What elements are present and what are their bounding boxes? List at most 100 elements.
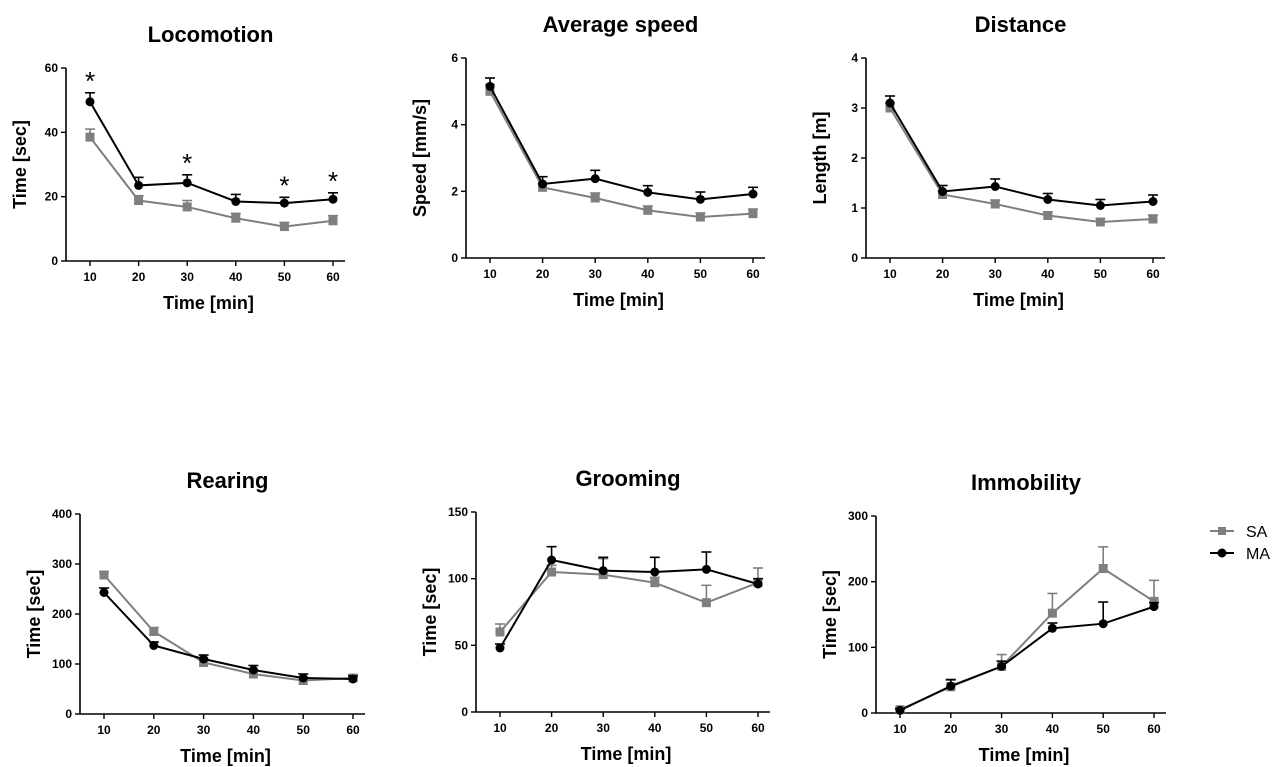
x-tick-label: 50 [1097, 722, 1111, 736]
y-axis-label: Time [sec] [24, 570, 44, 659]
significance-asterisk: * [182, 148, 192, 178]
data-point-ma [695, 194, 705, 204]
data-point-ma [248, 665, 258, 675]
data-point-sa [885, 103, 895, 113]
data-point-ma [182, 178, 192, 188]
x-tick-label: 10 [483, 267, 497, 281]
y-axis-label: Time [sec] [10, 120, 30, 209]
series-line-sa [489, 90, 754, 219]
data-point-ma [650, 567, 660, 577]
significance-asterisk: * [85, 66, 95, 96]
x-tick-label: 50 [700, 721, 714, 735]
y-tick-label: 0 [451, 251, 458, 265]
data-point-sa [748, 209, 758, 219]
data-point-ma [495, 643, 505, 653]
y-tick-label: 6 [451, 51, 458, 65]
data-point-sa [85, 132, 95, 142]
series-line-ma [103, 591, 354, 680]
data-point-ma [1047, 623, 1057, 633]
chart-title: Grooming [575, 466, 680, 491]
y-tick-label: 400 [52, 507, 72, 521]
y-tick-label: 4 [851, 51, 858, 65]
x-axis-label: Time [min] [581, 744, 672, 764]
data-point-sa [485, 86, 495, 96]
data-point-ma [895, 705, 905, 715]
x-tick-label: 20 [944, 722, 958, 736]
data-point-ma [328, 194, 338, 204]
data-point-sa [279, 222, 289, 232]
y-tick-label: 1 [851, 201, 858, 215]
data-point-sa [643, 205, 653, 215]
chart-title: Distance [975, 12, 1067, 37]
legend-sa-square-marker [1218, 527, 1226, 535]
series-line-sa [103, 574, 354, 682]
data-point-sa [149, 627, 159, 636]
data-point-sa [99, 570, 109, 580]
data-point-ma [946, 681, 956, 691]
data-point-sa [1149, 596, 1159, 606]
x-axis-label: Time [min] [573, 290, 664, 310]
data-point-sa [650, 578, 660, 588]
data-point-ma [547, 555, 557, 565]
x-tick-label: 30 [995, 722, 1009, 736]
panel-immobility: Immobility 0 100 200 300 10 20 30 40 50 60 Time [mi… [820, 470, 1166, 765]
x-tick-label: 60 [751, 721, 765, 735]
chart-title: Rearing [187, 468, 269, 493]
data-point-sa [328, 216, 338, 226]
y-tick-label: 100 [52, 657, 72, 671]
x-tick-label: 60 [1147, 722, 1161, 736]
y-tick-label: 2 [851, 151, 858, 165]
x-tick-label: 20 [545, 721, 559, 735]
series-line-sa [499, 570, 759, 633]
legend-item-sa: SA [1210, 524, 1268, 541]
y-tick-label: 200 [52, 607, 72, 621]
legend-sa-label: SA [1246, 524, 1268, 541]
x-tick-label: 10 [883, 267, 897, 281]
data-point-sa [1047, 608, 1057, 618]
x-axis-label: Time [min] [180, 746, 271, 766]
data-point-ma [701, 564, 711, 574]
data-point-sa [1043, 211, 1053, 220]
y-tick-label: 4 [451, 118, 458, 132]
y-tick-label: 3 [851, 101, 858, 115]
x-axis-label: Time [min] [979, 745, 1070, 765]
x-tick-label: 40 [1046, 722, 1060, 736]
chart-title: Locomotion [148, 22, 274, 47]
y-axis-label: Length [m] [810, 112, 830, 205]
series-ma [485, 77, 758, 204]
x-tick-label: 20 [536, 267, 550, 281]
data-point-ma [1043, 195, 1053, 204]
data-point-ma [231, 196, 241, 206]
series-line-sa [899, 567, 1155, 711]
y-tick-label: 0 [861, 706, 868, 720]
data-point-ma [748, 189, 758, 199]
y-tick-label: 100 [448, 572, 468, 586]
x-tick-label: 60 [326, 270, 340, 284]
legend: SA MA [1210, 524, 1270, 563]
series-ma [85, 91, 338, 208]
x-tick-label: 40 [648, 721, 662, 735]
data-point-ma [598, 566, 608, 576]
y-tick-label: 100 [848, 640, 868, 654]
series-ma [99, 587, 358, 684]
x-tick-label: 40 [247, 723, 261, 737]
data-point-ma [149, 641, 159, 650]
data-point-sa [1098, 564, 1108, 574]
series-line-ma [889, 102, 1154, 207]
series-line-ma [499, 558, 759, 649]
panel-rearing: Rearing 0 100 200 300 400 10 20 30 40 50 60 Time [mi… [24, 468, 365, 766]
panel-average-speed: Average speed 0 2 4 6 10 20 30 40 50 60 Time [min] S… [410, 12, 765, 310]
series-sa [85, 128, 338, 232]
x-tick-label: 20 [147, 723, 161, 737]
legend-ma-circle-marker [1217, 548, 1227, 558]
x-tick-label: 30 [181, 270, 195, 284]
x-tick-label: 60 [346, 723, 360, 737]
data-point-ma [990, 182, 1000, 191]
series-ma [495, 545, 763, 653]
data-point-sa [547, 567, 557, 577]
data-point-ma [348, 674, 358, 684]
y-tick-label: 200 [848, 575, 868, 589]
data-point-ma [643, 187, 653, 197]
x-tick-label: 40 [1041, 267, 1055, 281]
